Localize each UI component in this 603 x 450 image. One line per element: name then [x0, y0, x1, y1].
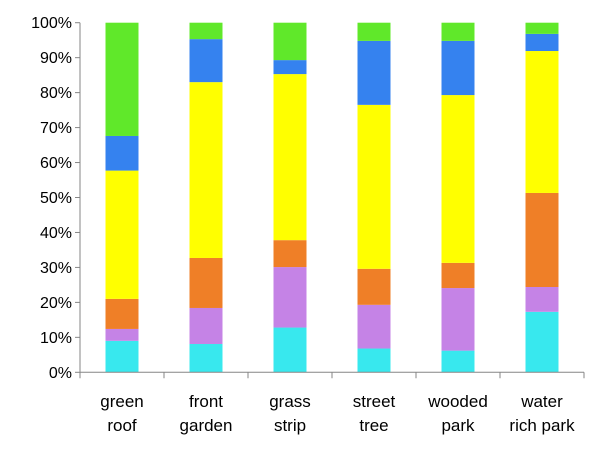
bar-segment — [189, 307, 223, 344]
bar-segment — [357, 40, 391, 105]
bar-segment — [441, 262, 475, 289]
y-tick-label: 10% — [40, 330, 72, 347]
bar-segment — [189, 22, 223, 40]
y-tick-label: 80% — [40, 85, 72, 102]
y-tick-label: 100% — [31, 15, 72, 32]
y-tick-label: 20% — [40, 295, 72, 312]
x-category-label: wooded — [427, 392, 488, 411]
bar-segment — [105, 340, 139, 373]
x-category-label: street — [353, 392, 396, 411]
bar-segment — [105, 298, 139, 329]
x-category-label: strip — [274, 416, 306, 435]
x-category-label: garden — [180, 416, 233, 435]
bar-segment — [357, 22, 391, 41]
y-tick-label: 40% — [40, 225, 72, 242]
y-tick-label: 60% — [40, 155, 72, 172]
bar-segment — [273, 74, 307, 241]
bar-segment — [273, 22, 307, 61]
y-tick-label: 0% — [49, 365, 72, 382]
bar-segment — [441, 288, 475, 351]
y-tick-label: 50% — [40, 190, 72, 207]
bar-segment — [441, 22, 475, 41]
bar-segment — [357, 268, 391, 305]
bar-segment — [525, 51, 559, 193]
bar-segment — [273, 267, 307, 328]
bar-segment — [105, 22, 139, 136]
bar-segment — [189, 39, 223, 83]
x-category-label: park — [441, 416, 475, 435]
bar-segment — [441, 95, 475, 263]
bar-segment — [105, 170, 139, 299]
bar-segment — [525, 22, 559, 34]
bar-segment — [525, 286, 559, 312]
bar-segment — [525, 311, 559, 373]
bar-segment — [273, 60, 307, 75]
bar-segment — [189, 343, 223, 373]
x-category-label: front — [189, 392, 223, 411]
bar-segment — [273, 327, 307, 373]
bar-segment — [441, 350, 475, 373]
y-tick-label: 70% — [40, 120, 72, 137]
bar-segment — [525, 192, 559, 287]
bar-segment — [105, 328, 139, 341]
bar-segment — [189, 257, 223, 308]
y-tick-label: 90% — [40, 50, 72, 67]
x-category-label: roof — [107, 416, 137, 435]
bar-segment — [357, 104, 391, 269]
x-category-label: water — [520, 392, 563, 411]
bar-segment — [357, 304, 391, 349]
bar-segment — [105, 135, 139, 171]
bar-segment — [525, 33, 559, 52]
x-category-label: green — [100, 392, 143, 411]
bar-segment — [441, 40, 475, 96]
bar-segment — [273, 240, 307, 268]
y-tick-label: 30% — [40, 260, 72, 277]
x-category-label: rich park — [509, 416, 575, 435]
x-category-label: grass — [269, 392, 311, 411]
bar-segment — [189, 82, 223, 258]
bar-segment — [357, 348, 391, 373]
x-category-label: tree — [359, 416, 388, 435]
